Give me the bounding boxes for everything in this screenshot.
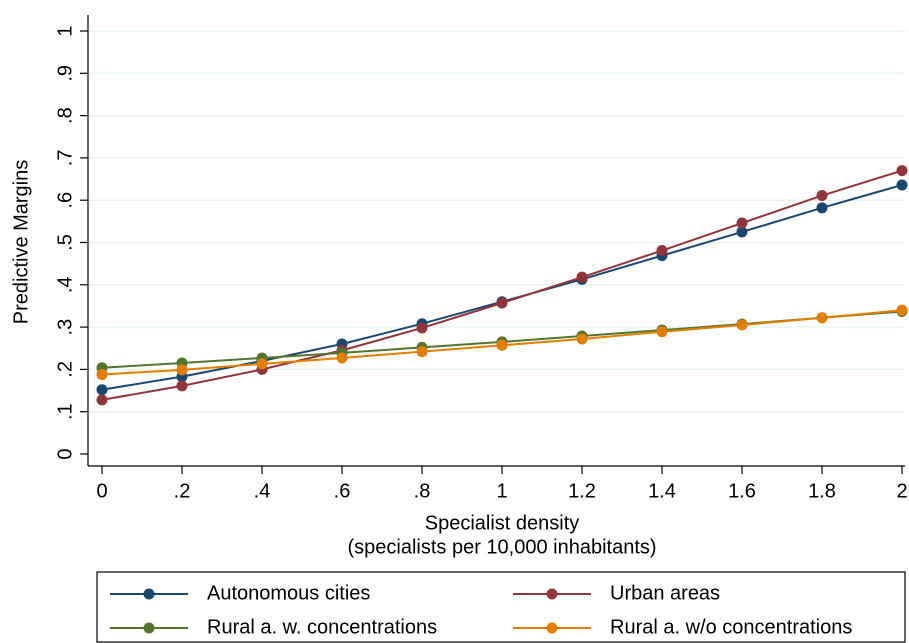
data-point — [416, 322, 428, 334]
x-axis-title: Specialist density — [425, 512, 580, 534]
data-point — [256, 358, 268, 370]
x-tick-label: 1.4 — [648, 480, 676, 502]
data-point — [816, 190, 828, 202]
x-tick-label: .8 — [414, 480, 431, 502]
y-tick-label: .8 — [54, 107, 76, 124]
data-point — [336, 352, 348, 364]
x-tick-label: 1.6 — [728, 480, 756, 502]
x-tick-label: 0 — [96, 480, 107, 502]
legend-label: Urban areas — [610, 582, 720, 604]
data-point — [176, 380, 188, 392]
x-tick-label: .4 — [254, 480, 271, 502]
x-tick-label: 1.8 — [808, 480, 836, 502]
x-tick-label: 1.2 — [568, 480, 596, 502]
data-point — [576, 271, 588, 283]
y-tick-label: .4 — [54, 276, 76, 293]
legend-marker — [546, 588, 558, 600]
data-point — [896, 304, 908, 316]
x-tick-label: .6 — [334, 480, 351, 502]
data-point — [656, 245, 668, 257]
data-point — [176, 364, 188, 376]
y-tick-label: .7 — [54, 150, 76, 167]
data-point — [96, 368, 108, 380]
x-tick-label: 1 — [496, 480, 507, 502]
legend-label: Rural a. w. concentrations — [207, 616, 437, 638]
x-tick-label: .2 — [174, 480, 191, 502]
y-tick-label: .6 — [54, 192, 76, 209]
y-tick-label: .1 — [54, 403, 76, 420]
data-point — [736, 226, 748, 238]
y-tick-label: 1 — [54, 25, 76, 36]
y-tick-label: .2 — [54, 361, 76, 378]
legend-marker — [546, 622, 558, 634]
y-tick-label: .9 — [54, 65, 76, 82]
y-tick-label: .5 — [54, 234, 76, 251]
legend-box — [96, 571, 906, 643]
data-point — [816, 312, 828, 324]
legend-label: Rural a. w/o concentrations — [610, 616, 852, 638]
data-point — [816, 202, 828, 214]
data-point — [736, 319, 748, 331]
data-point — [896, 179, 908, 191]
data-point — [96, 384, 108, 396]
data-point — [96, 394, 108, 406]
data-point — [896, 165, 908, 177]
x-tick-label: 2 — [896, 480, 907, 502]
data-point — [496, 339, 508, 351]
y-tick-label: 0 — [54, 448, 76, 459]
y-axis-title: Predictive Margins — [10, 160, 32, 325]
data-point — [576, 333, 588, 345]
y-tick-label: .3 — [54, 319, 76, 336]
data-point — [656, 326, 668, 338]
data-point — [416, 346, 428, 358]
legend-label: Autonomous cities — [207, 582, 370, 604]
legend-marker — [143, 588, 155, 600]
legend-marker — [143, 622, 155, 634]
data-point — [496, 297, 508, 309]
data-point — [736, 217, 748, 229]
x-axis-title: (specialists per 10,000 inhabitants) — [347, 536, 656, 558]
